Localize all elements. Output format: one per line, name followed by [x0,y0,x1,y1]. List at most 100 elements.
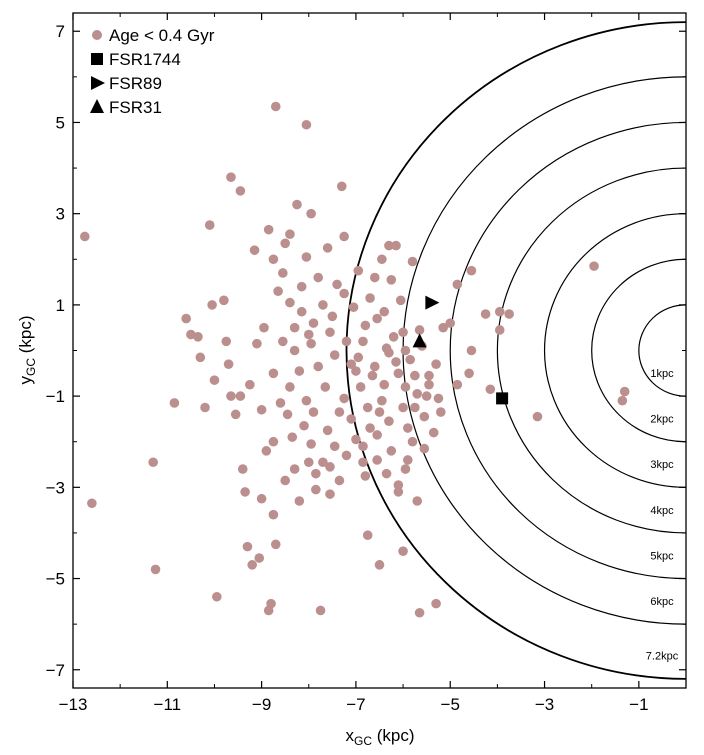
data-point-127 [428,427,439,438]
data-point-72 [275,398,286,408]
data-point-50 [464,368,474,379]
data-point-168 [339,288,349,299]
legend-marker-2 [91,53,103,65]
data-point-119 [372,430,382,440]
data-point-77 [303,457,314,468]
x-tick-label-5: −5 [441,695,460,714]
data-point-74 [287,432,298,442]
data-point-40 [336,181,347,192]
data-points [79,101,630,618]
data-point-165 [280,238,290,249]
data-point-36 [270,101,281,112]
cluster-markers [412,295,509,405]
data-point-22 [247,560,257,570]
data-point-113 [405,354,415,365]
data-point-34 [249,245,260,255]
data-point-142 [372,313,382,324]
data-point-84 [332,279,342,290]
legend-marker-3 [91,76,105,90]
data-point-167 [327,311,338,322]
data-point-128 [419,443,430,454]
data-point-55 [480,309,491,319]
data-point-42 [414,607,425,618]
y-axis-label-unit: (kpc) [16,316,35,359]
x-tick-label-6: −3 [535,695,554,714]
data-point-157 [252,338,262,349]
data-point-175 [311,468,321,479]
data-point-139 [334,407,345,417]
data-point-183 [424,379,434,390]
data-point-163 [278,268,288,278]
data-point-39 [306,208,316,219]
data-point-47 [393,487,404,497]
data-point-136 [296,306,307,317]
data-point-97 [379,306,390,317]
data-point-164 [263,224,274,235]
data-point-28 [268,436,279,447]
data-point-108 [339,393,349,404]
data-point-158 [245,379,255,390]
distance-circle-3 [543,213,686,488]
data-point-116 [412,389,423,399]
data-point-63 [589,261,599,271]
data-point-78 [325,462,335,472]
data-point-178 [367,370,378,381]
data-point-17 [230,409,241,420]
plot-frame [72,12,687,689]
y-axis-ticks: −7 −5 −3 −1 1 3 5 7 [46,22,686,680]
data-point-87 [322,243,333,253]
data-point-43 [431,598,441,609]
triangle-up-marker-3 [412,333,427,348]
circle-label-4: 4kpc [650,505,674,517]
data-point-4 [150,564,161,575]
data-point-29 [270,539,281,550]
data-point-69 [278,336,288,347]
data-point-80 [289,464,300,474]
data-point-140 [346,359,357,369]
data-point-117 [398,402,408,413]
circle-label-5: 5kpc [650,550,674,562]
data-point-141 [358,336,368,347]
data-point-71 [285,382,295,392]
data-point-92 [341,336,352,347]
data-point-9 [195,352,206,363]
data-point-170 [384,240,394,251]
data-point-145 [410,402,420,413]
data-point-182 [410,370,420,381]
data-point-160 [261,446,272,456]
data-point-159 [256,404,267,415]
data-point-3 [148,457,158,468]
data-point-129 [402,455,413,465]
data-point-115 [424,370,434,381]
data-point-23 [254,553,265,563]
y-tick-label-7: 5 [56,113,65,132]
data-point-143 [388,332,399,342]
data-point-124 [402,423,413,433]
data-point-112 [393,368,404,379]
data-point-2 [87,498,97,509]
data-point-70 [294,366,305,376]
data-point-185 [374,407,385,417]
data-point-59 [494,306,505,317]
data-point-90 [306,338,316,349]
data-point-94 [360,320,371,331]
legend: Age < 0.4 Gyr FSR1744 FSR89 FSR31 [90,26,215,117]
data-point-106 [369,361,380,372]
circle-label-3: 3kpc [650,459,674,471]
data-point-86 [301,252,312,262]
data-point-153 [308,407,319,417]
data-point-89 [285,229,295,239]
data-point-24 [256,493,267,504]
data-point-151 [351,434,361,445]
x-axis-label-unit: (kpc) [372,726,415,745]
y-axis-label-sub: GC [24,358,38,376]
square-marker-1 [496,392,509,405]
data-point-60 [504,309,514,319]
x-axis-label: xGC (kpc) [346,726,415,748]
y-tick-label-3: −3 [46,478,65,497]
data-point-111 [379,379,390,390]
x-axis-label-main: x [346,726,355,745]
data-point-138 [320,382,331,392]
data-point-48 [400,464,411,474]
legend-label-1: Age < 0.4 Gyr [109,26,215,45]
